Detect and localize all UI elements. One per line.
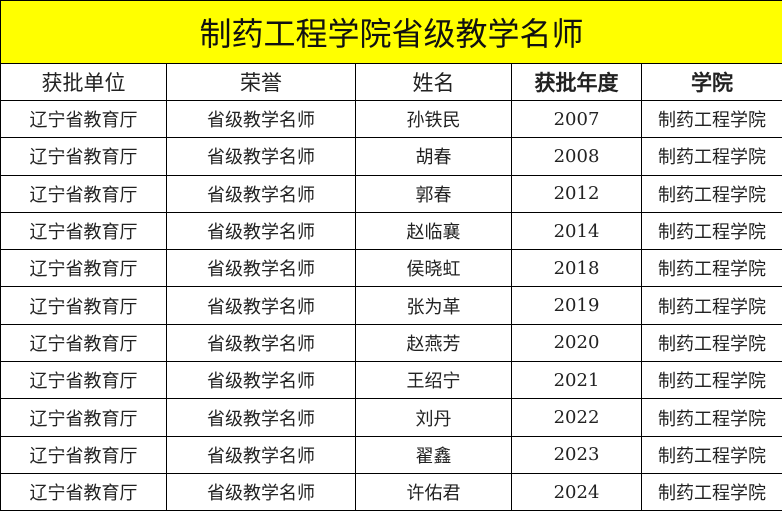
cell-honor: 省级教学名师: [166, 174, 356, 213]
cell-unit: 辽宁省教育厅: [0, 211, 167, 251]
cell-unit: 辽宁省教育厅: [0, 99, 167, 139]
table-row: 辽宁省教育厅 省级教学名师 赵燕芳 2020 制药工程学院: [0, 323, 782, 363]
cell-college: 制药工程学院: [640, 323, 782, 363]
cell-name: 胡春: [355, 137, 512, 176]
cell-year: 2012: [511, 174, 642, 213]
cell-unit: 辽宁省教育厅: [0, 361, 167, 400]
cell-name: 刘丹: [355, 398, 512, 437]
cell-name: 郭春: [355, 174, 512, 213]
cell-name: 许佑君: [355, 472, 512, 512]
cell-honor: 省级教学名师: [166, 472, 356, 512]
table-row: 辽宁省教育厅 省级教学名师 孙铁民 2007 制药工程学院: [0, 99, 782, 139]
cell-name: 王绍宁: [355, 361, 512, 400]
cell-name: 赵燕芳: [355, 323, 512, 363]
cell-unit: 辽宁省教育厅: [0, 398, 167, 437]
cell-unit: 辽宁省教育厅: [0, 435, 167, 474]
cell-honor: 省级教学名师: [166, 361, 356, 400]
cell-year: 2022: [511, 398, 642, 437]
cell-honor: 省级教学名师: [166, 99, 356, 139]
cell-college: 制药工程学院: [640, 398, 782, 437]
table-row: 辽宁省教育厅 省级教学名师 赵临襄 2014 制药工程学院: [0, 211, 782, 251]
table-row: 辽宁省教育厅 省级教学名师 侯晓虹 2018 制药工程学院: [0, 249, 782, 288]
cell-name: 赵临襄: [355, 211, 512, 251]
cell-college: 制药工程学院: [640, 361, 782, 400]
cell-unit: 辽宁省教育厅: [0, 174, 167, 213]
header-year: 获批年度: [511, 63, 642, 101]
cell-honor: 省级教学名师: [166, 435, 356, 474]
table-row: 辽宁省教育厅 省级教学名师 刘丹 2022 制药工程学院: [0, 398, 782, 437]
cell-college: 制药工程学院: [640, 286, 782, 325]
cell-year: 2023: [511, 435, 642, 474]
cell-honor: 省级教学名师: [166, 211, 356, 251]
cell-unit: 辽宁省教育厅: [0, 323, 167, 363]
cell-unit: 辽宁省教育厅: [0, 137, 167, 176]
cell-college: 制药工程学院: [640, 174, 782, 213]
cell-college: 制药工程学院: [640, 435, 782, 474]
cell-honor: 省级教学名师: [166, 286, 356, 325]
cell-year: 2021: [511, 361, 642, 400]
cell-honor: 省级教学名师: [166, 323, 356, 363]
header-college: 学院: [640, 63, 782, 101]
cell-unit: 辽宁省教育厅: [0, 286, 167, 325]
table-row: 辽宁省教育厅 省级教学名师 王绍宁 2021 制药工程学院: [0, 361, 782, 400]
cell-year: 2024: [511, 472, 642, 512]
cell-college: 制药工程学院: [640, 249, 782, 288]
cell-college: 制药工程学院: [640, 472, 782, 512]
table-row: 辽宁省教育厅 省级教学名师 郭春 2012 制药工程学院: [0, 174, 782, 213]
table-row: 辽宁省教育厅 省级教学名师 张为革 2019 制药工程学院: [0, 286, 782, 325]
cell-unit: 辽宁省教育厅: [0, 472, 167, 512]
cell-name: 侯晓虹: [355, 249, 512, 288]
cell-year: 2018: [511, 249, 642, 288]
table-row: 辽宁省教育厅 省级教学名师 胡春 2008 制药工程学院: [0, 137, 782, 176]
cell-college: 制药工程学院: [640, 137, 782, 176]
table-row: 辽宁省教育厅 省级教学名师 许佑君 2024 制药工程学院: [0, 472, 782, 512]
cell-year: 2008: [511, 137, 642, 176]
header-row: 获批单位 荣誉 姓名 获批年度 学院: [0, 63, 782, 101]
cell-unit: 辽宁省教育厅: [0, 249, 167, 288]
cell-name: 翟鑫: [355, 435, 512, 474]
cell-honor: 省级教学名师: [166, 137, 356, 176]
cell-college: 制药工程学院: [640, 99, 782, 139]
cell-honor: 省级教学名师: [166, 249, 356, 288]
header-name: 姓名: [355, 63, 512, 101]
cell-name: 张为革: [355, 286, 512, 325]
cell-honor: 省级教学名师: [166, 398, 356, 437]
header-honor: 荣誉: [166, 63, 356, 101]
cell-name: 孙铁民: [355, 99, 512, 139]
cell-year: 2014: [511, 211, 642, 251]
table-row: 辽宁省教育厅 省级教学名师 翟鑫 2023 制药工程学院: [0, 435, 782, 474]
header-unit: 获批单位: [0, 63, 167, 101]
cell-college: 制药工程学院: [640, 211, 782, 251]
cell-year: 2020: [511, 323, 642, 363]
cell-year: 2007: [511, 99, 642, 139]
cell-year: 2019: [511, 286, 642, 325]
table-title: 制药工程学院省级教学名师: [0, 0, 782, 64]
